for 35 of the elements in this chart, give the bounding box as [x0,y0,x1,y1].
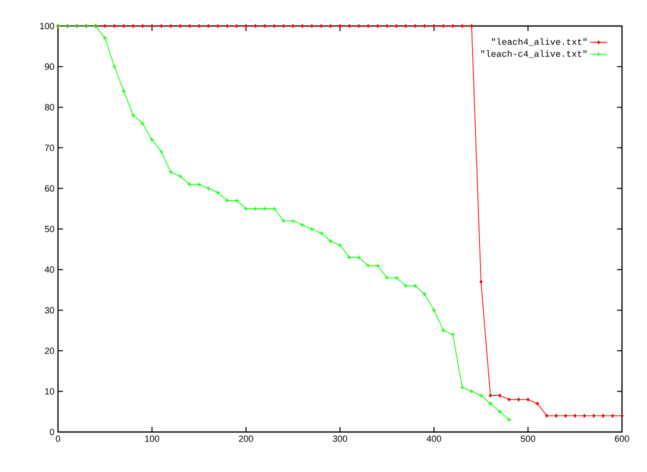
x-tick-label: 300 [332,436,348,442]
point [281,218,286,224]
y-tick-label: 80 [44,104,54,110]
y-tick-label: 100 [40,22,54,30]
x-tick-label: 200 [238,436,254,442]
legend-label: "leach4_alive.txt" [492,38,586,46]
y-tick-label: 10 [45,388,54,395]
point [206,186,211,191]
point [300,222,305,228]
point [159,149,164,154]
y-tick-label: 90 [44,63,54,70]
y-tick-label: 20 [44,348,54,354]
y-tick-label: 60 [44,185,54,192]
y-tick-label: 70 [44,144,54,151]
y-tick-label: 50 [44,226,54,232]
point [478,393,484,398]
x-tick-label: 400 [426,436,442,442]
point [140,121,145,126]
y-tick-label: 0 [50,428,54,436]
y-tick-label: 40 [44,266,54,273]
point [347,255,352,260]
x-tick-label: 100 [145,436,160,442]
point [469,389,474,394]
point [290,218,296,224]
point [422,292,427,296]
legend-label: "leach-c4_alive.txt" [481,50,586,58]
point [112,64,117,69]
point [488,401,493,406]
y-tick-label: 30 [44,307,54,314]
point [441,328,446,333]
x-tick-label: 0 [56,436,60,442]
point [375,263,380,268]
x-tick-label: 500 [520,436,536,442]
point [234,198,239,203]
x-tick-label: 600 [614,436,630,442]
